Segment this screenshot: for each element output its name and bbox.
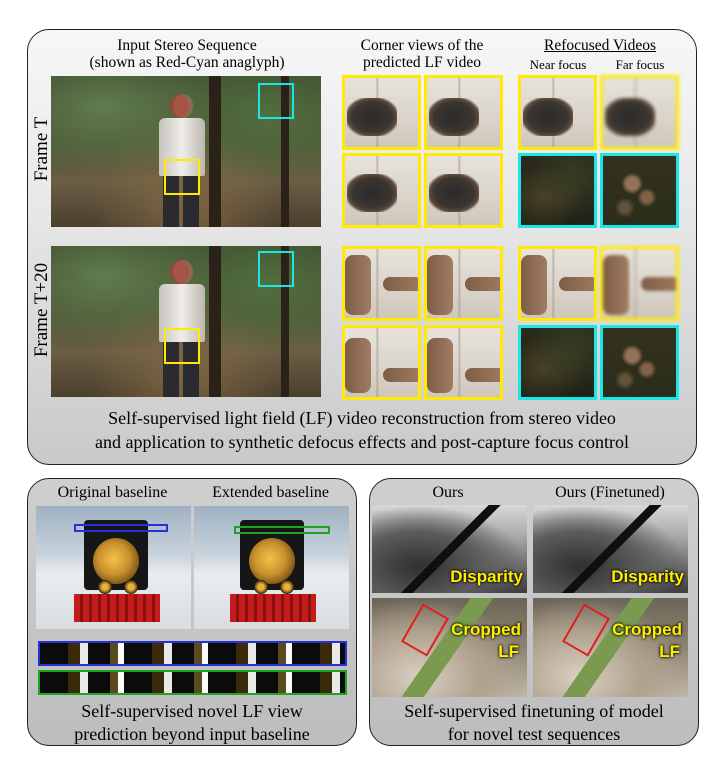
ours-disparity-label: Disparity xyxy=(450,567,523,586)
original-baseline-image xyxy=(36,506,191,629)
finetuned-disparity-label: Disparity xyxy=(611,567,684,586)
corner-view-t-top-left xyxy=(342,75,421,150)
refocus-t-near-cyan xyxy=(518,153,597,228)
cyan-crop-box xyxy=(258,83,294,119)
corner-views-header: Corner views of the predicted LF video xyxy=(334,37,510,71)
extended-baseline-image xyxy=(194,506,349,629)
input-stereo-header: Input Stereo Sequence (shown as Red-Cyan… xyxy=(52,37,322,71)
red-crop-box xyxy=(401,603,449,657)
bottom-right-caption-line2: for novel test sequences xyxy=(447,723,621,744)
frame-t20-label: Frame T+20 xyxy=(31,262,52,358)
bottom-left-caption-line1: Self-supervised novel LF view xyxy=(81,701,303,721)
green-line-box xyxy=(234,526,330,534)
original-baseline-label: Original baseline xyxy=(57,484,168,501)
corner-view-t-top-right xyxy=(424,75,503,150)
refocused-videos-header: Refocused Videos xyxy=(544,37,656,54)
yellow-crop-box xyxy=(164,328,200,364)
finetuned-disparity-image: Disparity xyxy=(533,505,688,593)
bottom-right-caption-line1: Self-supervised finetuning of model xyxy=(404,701,664,721)
input-header-line1: Input Stereo Sequence xyxy=(117,37,257,54)
refocus-t-near-yellow xyxy=(518,75,597,150)
top-caption-line2: and application to synthetic defocus eff… xyxy=(95,432,629,453)
finetuned-cropped-label: Cropped xyxy=(612,620,682,639)
corner-header-line1: Corner views of the xyxy=(360,37,484,54)
refocus-t20-far-cyan xyxy=(600,325,679,400)
bottom-left-caption-line2: prediction beyond input baseline xyxy=(74,723,310,744)
stereo-frame-t-image xyxy=(51,76,321,227)
corner-header-line2: predicted LF video xyxy=(363,54,481,72)
extended-baseline-label: Extended baseline xyxy=(212,484,329,501)
top-caption-line1: Self-supervised light field (LF) video r… xyxy=(108,408,616,428)
stereo-frame-t20-image xyxy=(51,246,321,397)
refocus-t20-near-cyan xyxy=(518,325,597,400)
input-header-line2: (shown as Red-Cyan anaglyph) xyxy=(89,54,285,72)
corner-view-t20-top-right xyxy=(424,246,503,321)
corner-view-t20-bottom-right xyxy=(424,325,503,400)
finetuned-cropped-lf-image: Cropped LF xyxy=(533,598,688,697)
blue-line-box xyxy=(74,524,168,532)
refocus-t20-near-yellow xyxy=(518,246,597,321)
cyan-crop-box xyxy=(258,251,294,287)
near-focus-label: Near focus xyxy=(529,57,587,72)
ours-lf-label: LF xyxy=(498,642,519,661)
ours-finetuned-label: Ours (Finetuned) xyxy=(555,484,665,501)
corner-view-t-bottom-right xyxy=(424,153,503,228)
epi-strip-extended xyxy=(38,670,347,695)
refocus-t-far-yellow xyxy=(600,75,679,150)
ours-cropped-label: Cropped xyxy=(451,620,521,639)
corner-view-t20-bottom-left xyxy=(342,325,421,400)
refocus-t20-far-yellow xyxy=(600,246,679,321)
bottom-left-caption: Self-supervised novel LF view prediction… xyxy=(27,700,357,745)
frame-t-label: Frame T xyxy=(31,116,52,182)
corner-view-t-bottom-left xyxy=(342,153,421,228)
ours-label: Ours xyxy=(432,484,464,501)
ours-cropped-lf-image: Cropped LF xyxy=(372,598,527,697)
corner-view-t20-top-left xyxy=(342,246,421,321)
top-caption: Self-supervised light field (LF) video r… xyxy=(27,406,697,455)
epi-strip-original xyxy=(38,641,347,666)
far-focus-label: Far focus xyxy=(615,57,665,72)
finetuned-lf-label: LF xyxy=(659,642,680,661)
yellow-crop-box xyxy=(164,159,200,195)
bottom-right-caption: Self-supervised finetuning of model for … xyxy=(369,700,699,745)
refocus-t-far-cyan xyxy=(600,153,679,228)
ours-disparity-image: Disparity xyxy=(372,505,527,593)
red-crop-box xyxy=(562,603,610,657)
